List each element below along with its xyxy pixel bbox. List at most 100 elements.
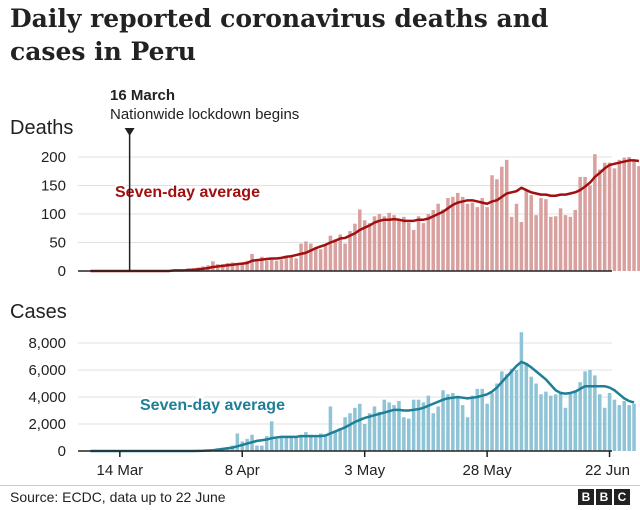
data-bar [500, 371, 504, 451]
data-bar [480, 388, 484, 451]
data-bar [485, 207, 489, 271]
data-bar [269, 259, 274, 271]
data-bar [279, 436, 284, 451]
data-bar [602, 407, 607, 451]
data-bar [519, 221, 524, 271]
data-bar [397, 220, 401, 271]
data-bar [421, 223, 426, 271]
data-bar [279, 259, 284, 271]
data-bar [470, 202, 475, 271]
data-bar [563, 407, 568, 451]
data-bar [343, 243, 347, 271]
data-bar [509, 216, 514, 271]
y-tick-label: 8,000 [28, 335, 66, 352]
data-bar [583, 176, 587, 271]
data-bar [637, 166, 640, 271]
data-bar [544, 391, 548, 451]
annotation-label: Nationwide lockdown begins [110, 106, 299, 123]
data-bar [353, 407, 357, 451]
seven-day-average-label: Seven-day average [115, 184, 260, 201]
data-bar [593, 154, 597, 271]
x-tick-label: 28 May [463, 462, 513, 479]
data-bar [260, 445, 264, 451]
data-bar [411, 229, 416, 271]
data-bar [338, 234, 342, 271]
data-bar [612, 168, 617, 271]
data-bar [495, 179, 499, 271]
data-bar [274, 438, 279, 451]
data-bar [358, 403, 362, 451]
y-tick-label: 0 [58, 263, 66, 280]
data-bar [328, 235, 333, 271]
data-bar [549, 216, 553, 271]
data-bar [607, 392, 612, 451]
data-bar [407, 418, 411, 451]
data-bar [318, 249, 323, 271]
data-bar [588, 370, 592, 451]
y-tick-label: 50 [49, 235, 66, 252]
data-bar [446, 198, 450, 271]
data-bar [318, 433, 323, 451]
footer-divider [0, 485, 640, 486]
data-bar [348, 231, 352, 271]
data-bar [558, 208, 563, 271]
data-bar [230, 262, 235, 271]
data-bar [617, 405, 622, 451]
x-tick-label: 8 Apr [225, 462, 260, 479]
seven-day-average-label: Seven-day average [140, 397, 285, 414]
y-tick-label: 100 [41, 206, 66, 223]
y-tick-label: 2,000 [28, 416, 66, 433]
data-bar [568, 216, 573, 271]
data-bar [269, 421, 274, 451]
data-bar [426, 395, 431, 451]
data-bar [250, 253, 254, 271]
data-bar [313, 437, 318, 451]
data-bar [529, 376, 533, 451]
data-bar [632, 159, 636, 271]
data-bar [377, 214, 382, 271]
data-bar [220, 264, 225, 271]
data-bar [289, 255, 293, 271]
data-bar [245, 438, 249, 451]
data-bar [534, 383, 538, 451]
data-bar [294, 437, 298, 451]
data-bar [504, 159, 509, 271]
data-bar [407, 222, 411, 271]
data-bar [411, 399, 416, 451]
bbc-logo: B B C [578, 489, 630, 505]
data-bar [392, 215, 396, 271]
data-bar [382, 216, 387, 271]
data-bar [529, 195, 533, 271]
data-bar [304, 241, 308, 271]
data-bar [348, 413, 352, 451]
data-bar [451, 196, 455, 271]
data-bar [264, 260, 269, 271]
x-tick-label: 22 Jun [585, 462, 630, 479]
data-bar [323, 245, 328, 271]
data-bar [284, 436, 289, 451]
data-bar [451, 392, 455, 451]
data-bar [299, 434, 303, 451]
data-bar [377, 411, 382, 451]
data-bar [264, 436, 269, 451]
data-bar [382, 399, 387, 451]
data-bar [602, 162, 607, 271]
data-bar [524, 190, 529, 271]
data-bar [304, 432, 308, 451]
data-bar [323, 436, 328, 451]
data-bar [387, 212, 391, 271]
data-bar [309, 243, 313, 271]
data-bar [475, 207, 480, 271]
data-bar [544, 199, 548, 271]
data-bar [539, 198, 543, 271]
data-bar [299, 243, 303, 271]
cases-panel: Cases 0 2,000 4,000 6,000 8,000 Seven-day aver… [10, 301, 636, 479]
data-bar [558, 391, 563, 451]
data-bar [622, 157, 627, 271]
data-bar [553, 394, 558, 451]
data-bar [362, 424, 367, 451]
data-bar [612, 399, 617, 451]
annotation-marker [124, 128, 135, 136]
data-bar [617, 159, 622, 271]
data-bar [313, 247, 318, 271]
